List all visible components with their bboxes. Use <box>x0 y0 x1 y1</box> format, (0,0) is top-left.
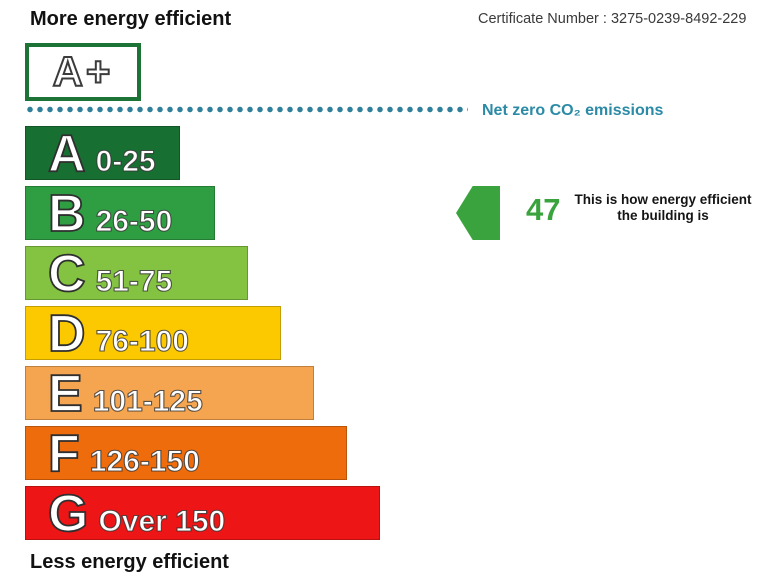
band-b: B 26-50 <box>25 186 215 240</box>
band-e: E 101-125 <box>25 366 314 420</box>
band-a-letter: A <box>47 126 86 180</box>
band-c-range: 51-75 <box>95 264 173 298</box>
band-b-range: 26-50 <box>95 204 173 238</box>
certificate-number: Certificate Number : 3275-0239-8492-229 <box>478 11 747 27</box>
band-g-range: Over 150 <box>98 504 226 538</box>
a-plus-band: A+ <box>25 43 141 101</box>
rating-bands: A 0-25 B 26-50 C 51-75 D 76-100 E 101-12… <box>25 126 380 540</box>
a-plus-label: A+ <box>52 48 114 95</box>
band-a-range: 0-25 <box>95 144 156 178</box>
band-d-letter: D <box>47 306 86 360</box>
band-e-range: 101-125 <box>92 384 203 418</box>
band-e-letter: E <box>47 366 83 420</box>
rating-value: 47 <box>526 192 561 227</box>
band-d: D 76-100 <box>25 306 281 360</box>
net-zero-dotted-line <box>25 105 468 114</box>
band-d-range: 76-100 <box>95 324 190 358</box>
band-g: G Over 150 <box>25 486 380 540</box>
less-efficient-label: Less energy efficient <box>30 551 229 573</box>
band-f-range: 126-150 <box>89 444 200 478</box>
band-c: C 51-75 <box>25 246 248 300</box>
band-f: F 126-150 <box>25 426 347 480</box>
band-b-letter: B <box>47 186 86 240</box>
rating-arrow-icon <box>456 186 500 240</box>
rating-description: This is how energy efficient the buildin… <box>574 192 752 223</box>
more-efficient-label: More energy efficient <box>30 8 232 30</box>
net-zero-label: Net zero CO₂ emissions <box>482 102 664 119</box>
band-f-letter: F <box>47 426 81 480</box>
band-c-letter: C <box>47 246 86 300</box>
band-a: A 0-25 <box>25 126 180 180</box>
band-g-letter: G <box>47 486 89 540</box>
